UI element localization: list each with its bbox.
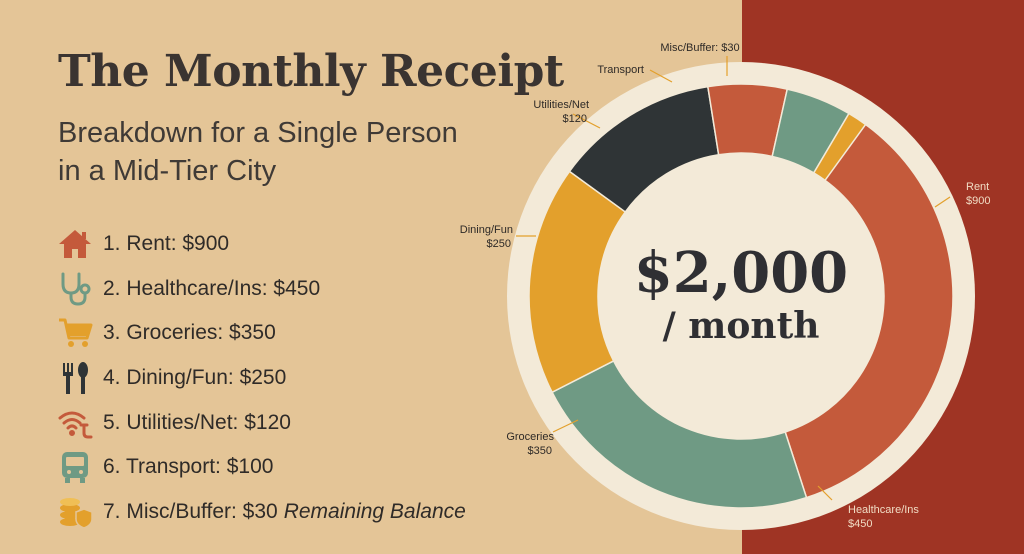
center-total: $2,000: [634, 240, 848, 306]
leader-line-groceries: [552, 419, 579, 433]
slice-value-healthcare-ins: $450: [848, 518, 872, 530]
legend-item-healthcare: 2. Healthcare/Ins: $450: [55, 267, 525, 312]
slice-label-rent: Rent: [966, 181, 989, 193]
legend-label-text: 7. Misc/Buffer: $30: [103, 499, 278, 523]
remaining-balance-note: Remaining Balance: [283, 499, 466, 523]
bus-icon: [55, 447, 95, 487]
shopping-cart-icon: [55, 313, 95, 353]
center-unit: / month: [663, 305, 820, 347]
legend-item-transport: 6. Transport: $100: [55, 445, 525, 490]
leader-line-utilities-net: [572, 113, 601, 129]
donut-center: [598, 153, 884, 439]
slice-label-groceries: Groceries: [506, 431, 554, 443]
slice-value-dining-fun: $250: [487, 238, 511, 250]
leader-line-transport: [649, 69, 673, 83]
leader-line-rent: [934, 196, 951, 208]
legend-item-misc: 7. Misc/Buffer: $30 Remaining Balance: [55, 490, 525, 535]
slice-label-utilities-net: Utilities/Net: [533, 99, 589, 111]
legend-label: 3. Groceries: $350: [103, 321, 276, 345]
page-title: The Monthly Receipt: [58, 46, 564, 97]
legend-label: 4. Dining/Fun: $250: [103, 366, 287, 390]
stethoscope-icon: [55, 269, 95, 309]
legend-item-rent: 1. Rent: $900: [55, 222, 525, 267]
subtitle-line-1: Breakdown for a Single Person: [58, 117, 458, 149]
legend-item-utilities: 5. Utilities/Net: $120: [55, 400, 525, 445]
slice-value-utilities-net: $120: [563, 113, 587, 125]
slice-label-dining-fun: Dining/Fun: [460, 224, 513, 236]
slice-label-healthcare-ins: Healthcare/Ins: [848, 504, 919, 516]
leader-line-healthcare-ins: [817, 485, 833, 501]
legend-item-groceries: 3. Groceries: $350: [55, 311, 525, 356]
legend-label: 5. Utilities/Net: $120: [103, 410, 291, 434]
coins-shield-icon: [55, 492, 95, 532]
wifi-plug-icon: [55, 403, 95, 443]
expense-legend: 1. Rent: $900 2. Healthcare/Ins: $450 3.…: [55, 222, 525, 534]
legend-label: 1. Rent: $900: [103, 232, 230, 256]
slice-value-rent: $900: [966, 195, 990, 207]
legend-label: 2. Healthcare/Ins: $450: [103, 276, 321, 300]
slice-value-groceries: $350: [528, 445, 552, 457]
slice-label-misc-buffer: Misc/Buffer: $30: [660, 42, 739, 54]
legend-item-dining: 4. Dining/Fun: $250: [55, 356, 525, 401]
subtitle-line-2: in a Mid-Tier City: [58, 155, 277, 187]
legend-label: 6. Transport: $100: [103, 455, 274, 479]
fork-spoon-icon: [55, 358, 95, 398]
subtitle: Breakdown for a Single Person in a Mid-T…: [58, 114, 518, 190]
slice-label-transport: Transport: [597, 64, 644, 76]
legend-label: 7. Misc/Buffer: $30 Remaining Balance: [103, 500, 466, 524]
house-icon: [55, 224, 95, 264]
